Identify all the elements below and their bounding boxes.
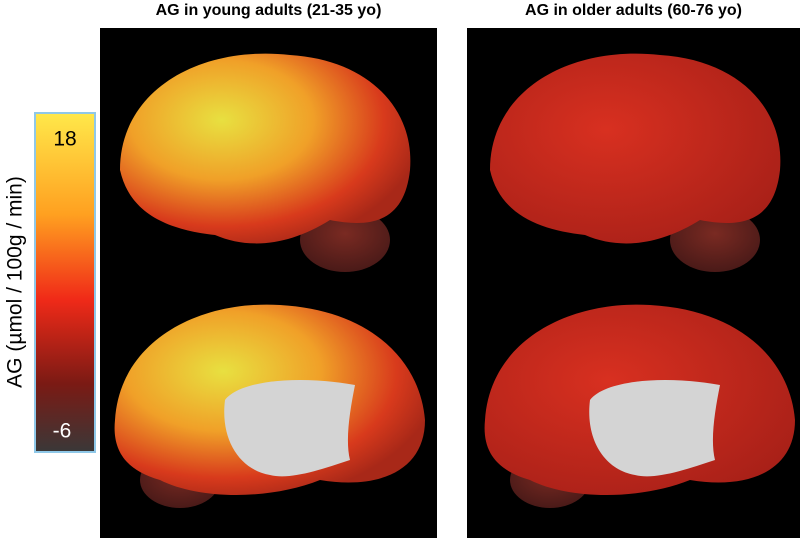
brain-lateral [120, 53, 411, 244]
panel-title: AG in young adults (21-35 yo) [155, 2, 382, 19]
colorbar-label: AG (µmol / 100g / min) [4, 176, 27, 388]
colorbar [34, 112, 96, 453]
colorbar-min: -6 [53, 420, 72, 443]
panel-title: AG in older adults (60-76 yo) [525, 2, 742, 19]
brain-midline [589, 380, 720, 477]
brain-lateral [490, 53, 781, 244]
colorbar-max: 18 [53, 128, 76, 151]
brain-midline [224, 380, 355, 477]
